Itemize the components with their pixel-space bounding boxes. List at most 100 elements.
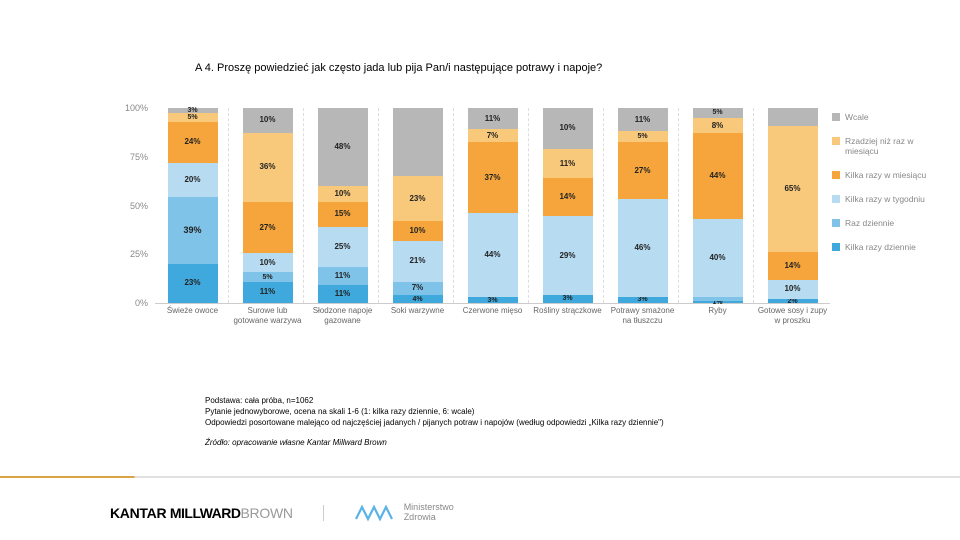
mz-text-2: Zdrowia — [404, 513, 454, 523]
bar-separator — [678, 108, 679, 303]
segment-label: 10% — [409, 227, 425, 235]
legend-swatch — [832, 219, 840, 227]
chart-title: A 4. Proszę powiedzieć jak często jada l… — [195, 62, 602, 74]
stacked-bar: 11%11%25%15%10%48% — [318, 108, 368, 303]
segment-label: 10% — [784, 285, 800, 293]
legend-swatch — [832, 243, 840, 251]
legend-item: Kilka razy dziennie — [832, 242, 942, 252]
segment-label: 23% — [184, 279, 200, 287]
bar-segment: 1% — [693, 301, 743, 303]
legend-item: Raz dziennie — [832, 218, 942, 228]
y-axis: 0%25%50%75%100% — [110, 108, 152, 303]
bar-segment: 65% — [768, 126, 818, 253]
y-tick: 100% — [125, 103, 148, 113]
bar-segment — [693, 297, 743, 301]
bar-segment: 37% — [468, 142, 518, 213]
segment-label: 65% — [784, 185, 800, 193]
segment-label: 24% — [184, 138, 200, 146]
segment-label: 44% — [484, 251, 500, 259]
y-tick: 50% — [130, 201, 148, 211]
bar-segment: 10% — [543, 108, 593, 149]
bar-segment: 20% — [168, 163, 218, 197]
legend-swatch — [832, 137, 840, 145]
footnote-source: Źródło: opracowanie własne Kantar Millwa… — [205, 437, 664, 448]
segment-label: 44% — [709, 172, 725, 180]
segment-label: 11% — [335, 290, 351, 298]
bar-segment: 10% — [393, 221, 443, 241]
legend-swatch — [832, 113, 840, 121]
segment-label: 11% — [560, 160, 576, 168]
bar-segment: 11% — [618, 108, 668, 131]
category-label: Słodzone napoje gazowane — [308, 306, 378, 325]
bar-separator — [228, 108, 229, 303]
stacked-bar: 2%10%14%65% — [768, 108, 818, 303]
legend-swatch — [832, 195, 840, 203]
segment-label: 37% — [484, 174, 500, 182]
category-label: Potrawy smażone na tłuszczu — [608, 306, 678, 325]
segment-label: 3% — [637, 296, 647, 303]
segment-label: 36% — [259, 163, 275, 171]
legend-label: Kilka razy w miesiącu — [845, 170, 926, 180]
segment-label: 5% — [637, 133, 647, 140]
mz-logo: Ministerstwo Zdrowia — [354, 501, 454, 525]
bar-segment: 25% — [318, 227, 368, 268]
bar-segment — [393, 108, 443, 176]
segment-label: 3% — [487, 297, 497, 304]
category-label: Soki warzywne — [383, 306, 453, 316]
stacked-bar: 3%29%14%11%10% — [543, 108, 593, 303]
category-label: Gotowe sosy i zupy w proszku — [758, 306, 828, 325]
segment-label: 14% — [559, 193, 575, 201]
bar-segment: 7% — [468, 129, 518, 142]
bar-segment: 5% — [618, 131, 668, 142]
bar-segment: 14% — [768, 252, 818, 279]
category-label: Świeże owoce — [158, 306, 228, 316]
segment-label: 29% — [559, 252, 575, 260]
stacked-bar: 4%7%21%10%23% — [393, 108, 443, 303]
segment-label: 11% — [485, 115, 501, 123]
bar-separator — [528, 108, 529, 303]
segment-label: 10% — [334, 190, 350, 198]
legend-label: Raz dziennie — [845, 218, 894, 228]
bar-segment: 23% — [168, 264, 218, 303]
bar-segment: 5% — [243, 272, 293, 282]
bar-segment: 11% — [318, 267, 368, 285]
legend-item: Kilka razy w tygodniu — [832, 194, 942, 204]
bar-segment: 27% — [243, 202, 293, 254]
footer: KANTAR MILLWARDBROWN Ministerstwo Zdrowi… — [110, 501, 454, 525]
segment-label: 5% — [712, 109, 722, 116]
segment-label: 8% — [712, 122, 724, 130]
stacked-bar: 11%5%10%27%36%10% — [243, 108, 293, 303]
y-tick: 0% — [135, 298, 148, 308]
chart-area: 0%25%50%75%100% 23%39%20%24%5%3%Świeże o… — [110, 108, 840, 338]
brand-kantar: KANTAR — [110, 505, 166, 521]
footnote-line: Podstawa: cała próba, n=1062 — [205, 395, 664, 406]
segment-label: 48% — [334, 143, 350, 151]
segment-label: 20% — [184, 176, 200, 184]
bar-segment: 15% — [318, 202, 368, 226]
segment-label: 7% — [487, 132, 499, 140]
bar-segment: 36% — [243, 133, 293, 202]
bar-separator — [603, 108, 604, 303]
category-label: Czerwone mięso — [458, 306, 528, 316]
bar-segment: 11% — [543, 149, 593, 179]
footnote-line: Odpowiedzi posortowane malejąco od najcz… — [205, 417, 664, 428]
bar-segment: 7% — [393, 282, 443, 296]
legend-item: Rzadziej niż raz w miesiącu — [832, 136, 942, 156]
category-label: Rośliny strączkowe — [533, 306, 603, 316]
bar-separator — [303, 108, 304, 303]
bar-segment: 48% — [318, 108, 368, 186]
segment-label: 27% — [259, 224, 275, 232]
bar-separator — [753, 108, 754, 303]
bar-segment: 11% — [243, 282, 293, 303]
bar-segment: 10% — [768, 280, 818, 300]
y-tick: 25% — [130, 249, 148, 259]
bar-segment: 10% — [318, 186, 368, 202]
mz-icon — [354, 501, 398, 525]
bar-segment: 44% — [468, 213, 518, 297]
bar-segment: 3% — [618, 297, 668, 303]
brand-brown: BROWN — [241, 505, 293, 521]
bar-segment: 4% — [393, 295, 443, 303]
segment-label: 11% — [260, 288, 276, 296]
segment-label: 39% — [183, 226, 201, 235]
segment-label: 14% — [784, 262, 800, 270]
